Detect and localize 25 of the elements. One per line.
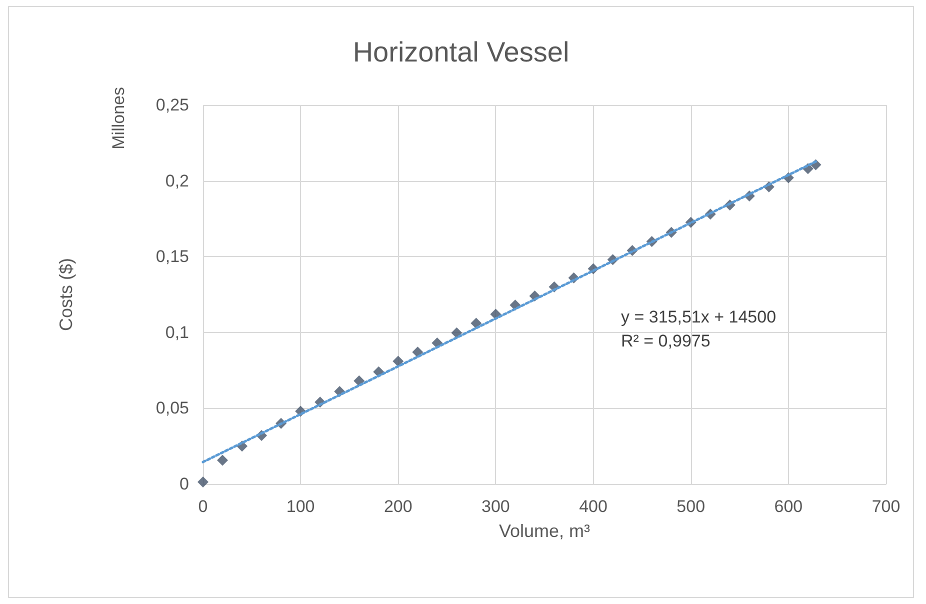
x-axis-title: Volume, m³	[498, 521, 590, 541]
chart-title: Horizontal Vessel	[352, 36, 570, 68]
y-tick-label: 0,1	[165, 322, 189, 342]
x-tick-label: 400	[579, 497, 608, 516]
x-tick-label: 500	[676, 497, 706, 516]
annotation: R² = 0,9975	[621, 332, 710, 350]
point	[217, 454, 228, 466]
x-tick-label: 200	[384, 497, 412, 516]
text: Millones	[109, 86, 128, 150]
y-axis-title: Costs ($)	[56, 258, 76, 332]
x-tick-label: 300	[482, 497, 510, 516]
y-tick-label: 0,25	[156, 96, 189, 114]
x-tick-label: 100	[286, 497, 315, 516]
x-tick-label: 600	[774, 497, 803, 516]
x-tick-label: 0	[198, 497, 208, 516]
point	[198, 476, 208, 488]
x-tick-label: 700	[872, 497, 900, 516]
point	[392, 356, 404, 367]
annotation: y = 315,51x + 14500	[621, 308, 776, 326]
y-tick-label: 0,05	[156, 398, 189, 418]
y-tick-label: 0	[180, 474, 189, 494]
y-tick-label: 0,2	[165, 171, 189, 190]
point	[470, 318, 482, 329]
point	[412, 346, 424, 358]
y-tick-label: 0,15	[156, 247, 189, 266]
